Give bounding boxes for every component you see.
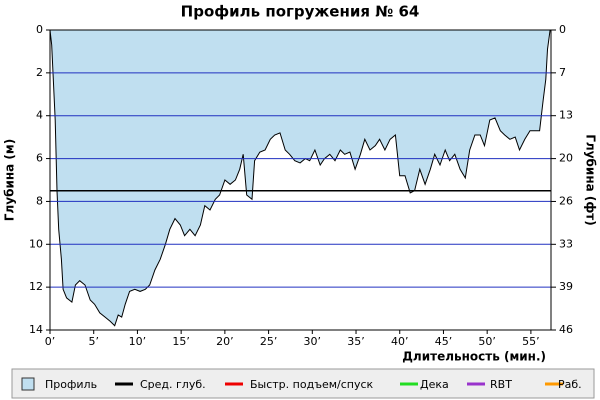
x-tick-label: 35’ [347,335,365,348]
y-tick-label: 10 [29,237,43,250]
legend-label: Раб. [558,378,582,391]
x-tick-label: 10’ [129,335,147,348]
y2-tick-label: 13 [559,109,573,122]
x-axis-title: Длительность (мин.) [402,350,546,364]
y-tick-label: 12 [29,280,43,293]
x-tick-label: 50’ [478,335,496,348]
x-tick-label: 0’ [45,335,56,348]
y2-tick-label: 26 [559,194,573,207]
x-tick-label: 40’ [391,335,409,348]
y-tick-label: 8 [36,194,43,207]
y2-tick-label: 20 [559,152,573,165]
plot-frame [49,29,552,331]
x-tick-label: 20’ [216,335,234,348]
x-tick-label: 45’ [435,335,453,348]
x-tick-label: 55’ [522,335,540,348]
y-tick-label: 2 [36,66,43,79]
chart-title: Профиль погружения № 64 [181,3,420,21]
y-tick-label: 4 [36,109,43,122]
y2-tick-label: 0 [559,23,566,36]
legend-label: RBT [490,378,512,391]
x-tick-label: 25’ [260,335,278,348]
profile-area [49,29,551,327]
y2-axis-title: Глубина (фт) [584,134,598,225]
legend-box [11,368,595,399]
y-tick-label: 0 [36,23,43,36]
x-tick-label: 15’ [172,335,190,348]
x-tick-label: 5’ [88,335,99,348]
legend-swatch [21,377,35,391]
y2-tick-label: 39 [559,280,573,293]
legend-label: Дека [420,378,449,391]
y2-tick-label: 7 [559,66,566,79]
y-tick-label: 6 [36,152,43,165]
y-axis-title: Глубина (м) [3,139,17,221]
y2-tick-label: 46 [559,323,573,336]
x-tick-label: 30’ [304,335,322,348]
y2-tick-label: 33 [559,237,573,250]
legend-label: Быстр. подъем/спуск [250,378,374,391]
legend-label: Профиль [45,378,97,391]
legend-label: Сред. глуб. [140,378,206,391]
y-tick-label: 14 [29,323,43,336]
